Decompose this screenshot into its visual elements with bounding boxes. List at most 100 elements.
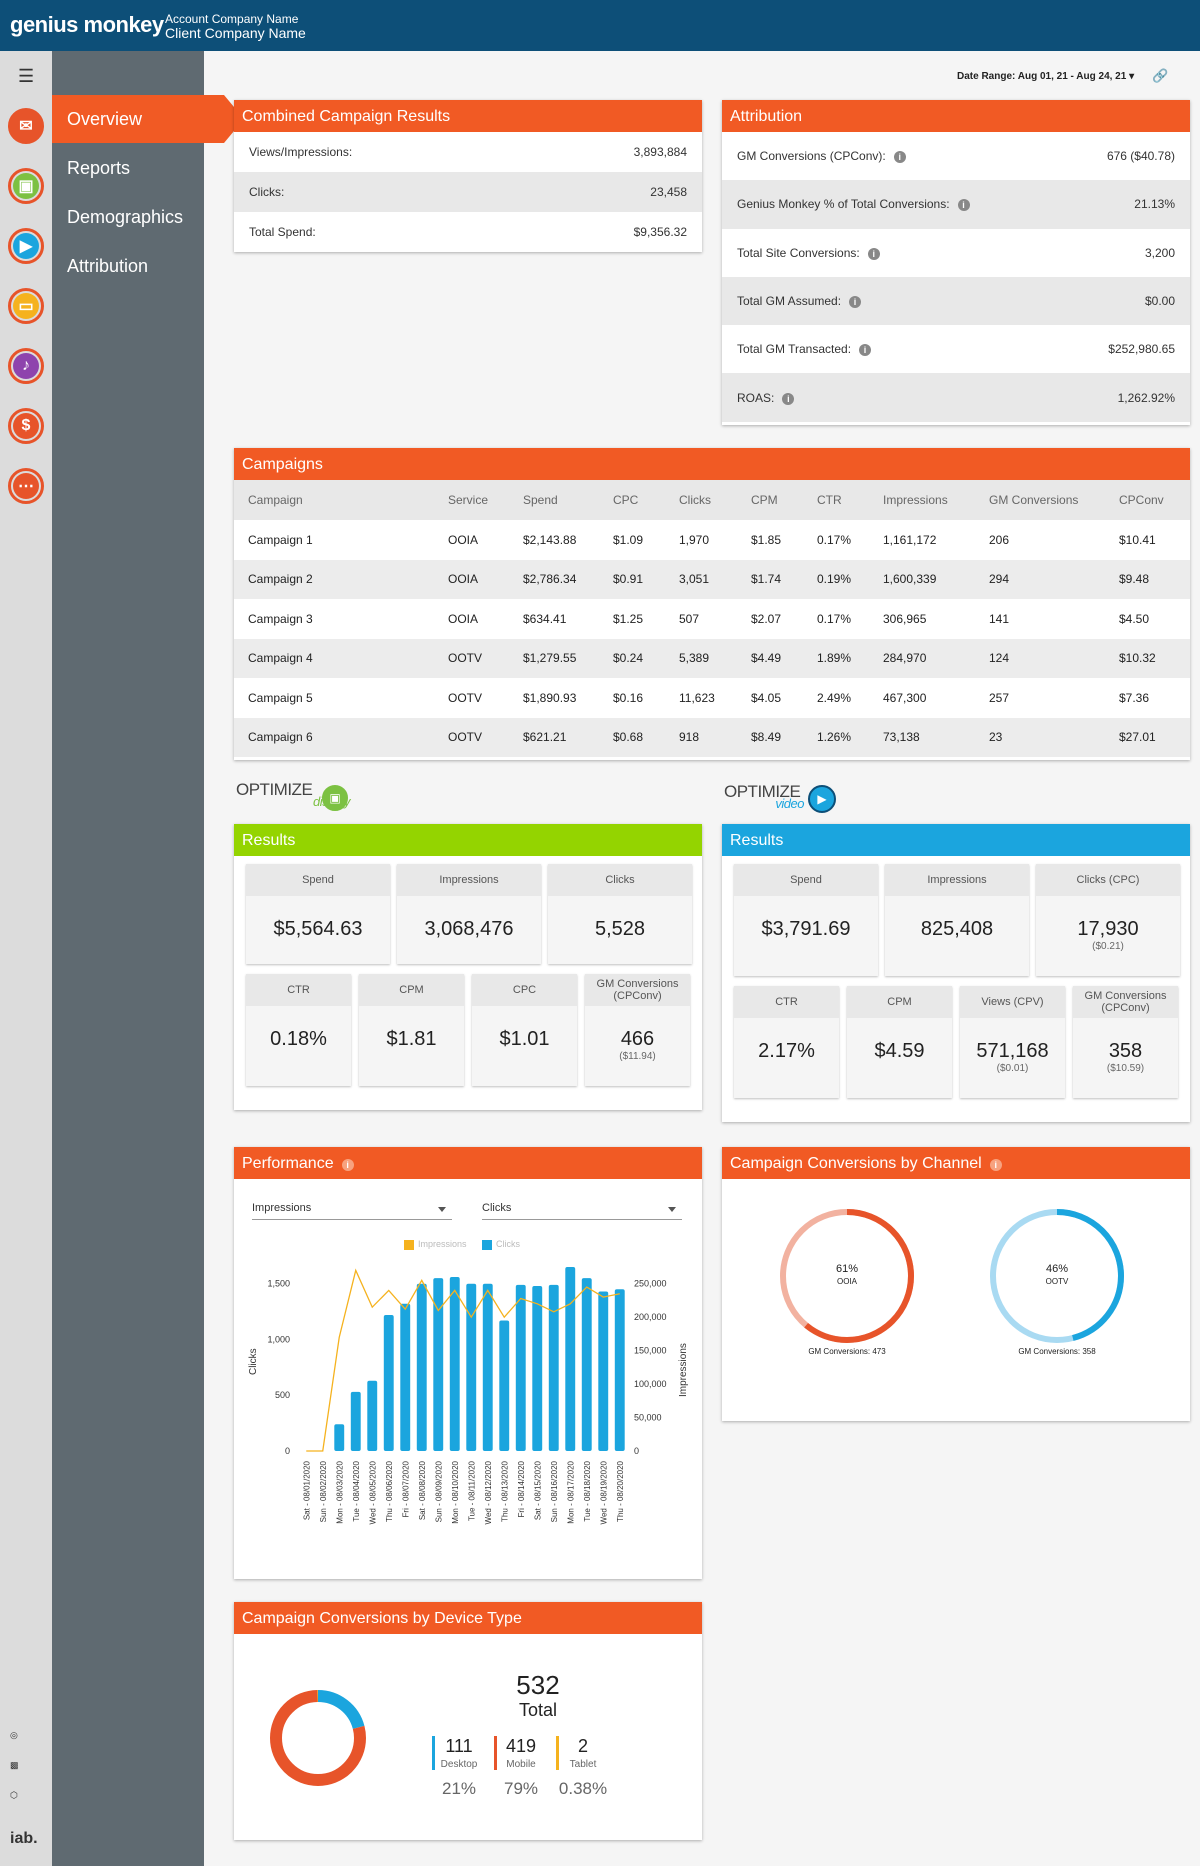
tv-icon[interactable]: ▭ [8, 288, 44, 324]
line-impressions[interactable] [306, 1268, 620, 1452]
column-header[interactable]: Spend [509, 480, 599, 520]
row-label-text: ROAS: [737, 390, 775, 405]
table-cell: OOTV [434, 638, 509, 678]
donut-slice[interactable] [990, 1209, 1124, 1343]
hamburger-menu-icon[interactable]: ☰ [18, 66, 35, 86]
bar-clicks[interactable] [515, 1284, 526, 1451]
metric-label: Impressions [885, 864, 1029, 896]
bar-clicks[interactable] [565, 1267, 576, 1451]
table-cell: $0.24 [599, 638, 665, 678]
date-range-label: Date Range: Aug 01, 21 - Aug 24, 21 [957, 71, 1127, 82]
bar-clicks[interactable] [416, 1283, 427, 1451]
info-icon[interactable]: i [989, 1159, 1002, 1171]
table-cell: $4.50 [1119, 611, 1150, 626]
info-icon[interactable]: i [957, 199, 970, 212]
info-icon[interactable]: i [341, 1159, 354, 1171]
bar-clicks[interactable] [334, 1424, 345, 1451]
megaphone-icon[interactable]: ✉ [8, 108, 44, 144]
bar-clicks[interactable] [449, 1277, 460, 1451]
table-cell: Campaign 5 [248, 690, 313, 705]
bar-clicks[interactable] [614, 1289, 625, 1451]
bar-clicks[interactable] [367, 1380, 378, 1451]
device-conversions-card: Campaign Conversions by Device Type 532 T… [234, 1602, 702, 1840]
column-header[interactable]: CPM [737, 480, 803, 520]
column-header[interactable]: CPC [599, 480, 665, 520]
column-header[interactable]: Impressions [869, 480, 975, 520]
bar-clicks[interactable] [433, 1278, 444, 1451]
metric-value: 17,930 [1077, 918, 1139, 940]
bar-clicks[interactable] [581, 1278, 592, 1451]
bar-clicks[interactable] [350, 1391, 361, 1451]
attribution-rows: GM Conversions (CPConv): i 676 ($40.78) Gen… [722, 132, 1190, 422]
table-row[interactable]: Campaign 6 OOTV $621.21 $0.68 918 $8.49 1.26% 7… [234, 717, 1190, 757]
attribution-row: Total GM Assumed: i $0.00 [722, 276, 1190, 326]
x-tick-label: Wed - 08/19/2020 [599, 1460, 608, 1524]
genius-monkey-logo[interactable]: genius monkey [10, 12, 164, 37]
bar-clicks[interactable] [499, 1320, 510, 1451]
donut-percent: 46% [1046, 1263, 1068, 1275]
bar-clicks[interactable] [383, 1314, 394, 1451]
row-value: $252,980.65 [1108, 342, 1175, 357]
nav-item-reports[interactable]: Reports [67, 158, 131, 178]
nav-item-demographics[interactable]: Demographics [67, 207, 184, 227]
info-icon[interactable]: i [859, 344, 872, 357]
date-range-selector[interactable]: Date Range: Aug 01, 21 - Aug 24, 21 ▾ [957, 71, 1134, 82]
bar-clicks[interactable] [400, 1303, 411, 1451]
column-header[interactable]: CPConv [1105, 480, 1190, 520]
table-cell: 1.89% [803, 638, 869, 678]
combined-row-impressions: Views/Impressions: 3,893,884 [234, 132, 702, 172]
link-icon[interactable]: 🔗 [1152, 68, 1169, 83]
display-icon[interactable]: ▣ [8, 168, 44, 204]
device-legend-bar [556, 1736, 559, 1770]
info-icon[interactable]: i [893, 151, 906, 164]
table-cell: $634.41 [523, 611, 567, 626]
dollar-icon[interactable]: $ [8, 408, 44, 444]
device-slice[interactable] [270, 1690, 366, 1786]
table-cell: Campaign 3 [248, 611, 313, 626]
column-header[interactable]: Service [434, 480, 509, 520]
table-row[interactable]: Campaign 5 OOTV $1,890.93 $0.16 11,623 $4.05 2… [234, 678, 1190, 718]
performance-card: Performance i Impressions Clicks Impressi… [234, 1147, 702, 1579]
bar-clicks[interactable] [466, 1283, 477, 1451]
row-label: Total Spend: [249, 225, 316, 239]
table-row[interactable]: Campaign 2 OOIA $2,786.34 $0.91 3,051 $1.74 0.… [234, 559, 1190, 599]
info-icon[interactable]: i [867, 247, 880, 260]
card-title: Campaign Conversions by Device Type [234, 1602, 702, 1634]
column-header[interactable]: CTR [803, 480, 869, 520]
video-play-icon[interactable]: ▶ [8, 228, 44, 264]
column-header[interactable]: Clicks [665, 480, 737, 520]
audio-icon[interactable]: ♪ [8, 348, 44, 384]
column-header[interactable]: GM Conversions [975, 480, 1105, 520]
chat-icon[interactable]: ⋯ [8, 468, 44, 504]
row-value: 1,262.92% [1117, 390, 1175, 405]
device-slice[interactable] [270, 1690, 366, 1786]
info-icon[interactable]: i [782, 392, 795, 405]
metric-tile: CPM $4.59 [847, 986, 952, 1098]
info-icon[interactable]: i [849, 296, 862, 309]
bar-clicks[interactable] [548, 1284, 559, 1451]
nav-item-attribution[interactable]: Attribution [67, 256, 149, 276]
bar-clicks[interactable] [598, 1291, 609, 1451]
column-header[interactable]: Campaign [234, 480, 434, 520]
metric-tile: GM Conversions (CPConv) 358 ($10.59) [1073, 986, 1178, 1098]
metric-tile: CTR 2.17% [734, 986, 839, 1098]
table-row[interactable]: Campaign 3 OOIA $634.41 $1.25 507 $2.07 0.17% 3… [234, 599, 1190, 639]
bar-clicks[interactable] [532, 1285, 543, 1451]
table-row[interactable]: Campaign 1 OOIA $2,143.88 $1.09 1,970 $1.85 0.… [234, 520, 1190, 560]
bar-clicks[interactable] [482, 1283, 493, 1451]
device-name: Mobile [506, 1759, 536, 1770]
account-info[interactable]: Account Company Name Client Company Name [165, 12, 306, 40]
metric-select-right[interactable]: Clicks [482, 1202, 682, 1220]
card-title-bar: Performance i [234, 1147, 702, 1179]
table-row[interactable]: Campaign 4 OOTV $1,279.55 $0.24 5,389 $4.49 1.… [234, 638, 1190, 678]
nav-item-overview[interactable]: Overview [52, 95, 244, 143]
metric-tile: CPC $1.01 [472, 974, 577, 1086]
device-count: 2 [578, 1736, 588, 1756]
table-cell: $1.74 [737, 559, 803, 599]
donut-slice[interactable] [780, 1209, 914, 1343]
metric-select-left[interactable]: Impressions [252, 1202, 452, 1220]
table-body: Campaign 1 OOIA $2,143.88 $1.09 1,970 $1.85 0.… [234, 520, 1190, 757]
legend-label-impressions: Impressions [418, 1239, 467, 1249]
select-value: Impressions [252, 1202, 312, 1214]
metric-tile: Clicks (CPC) 17,930 ($0.21) [1036, 864, 1180, 976]
